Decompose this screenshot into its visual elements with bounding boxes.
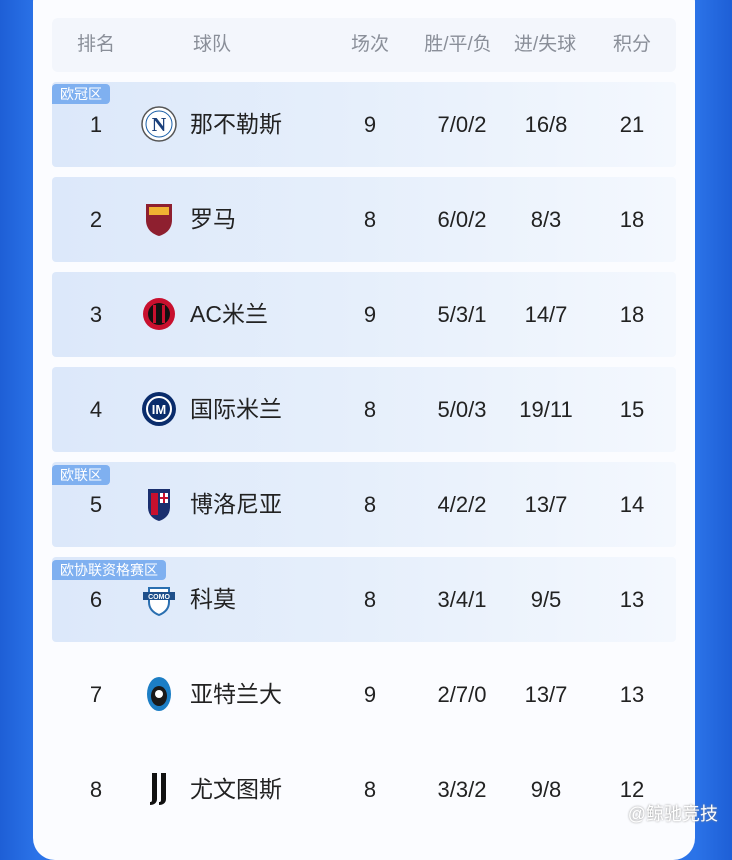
points: 13 <box>619 682 645 707</box>
table-row[interactable]: 4 IM 国际米兰 8 5/0/3 19/11 15 <box>52 367 676 452</box>
svg-text:N: N <box>152 114 167 136</box>
goals: 13/7 <box>524 492 568 517</box>
played: 8 <box>363 492 377 517</box>
points: 13 <box>619 587 645 612</box>
header-team: 球队 <box>192 34 232 55</box>
wdl: 7/0/2 <box>437 112 487 137</box>
svg-text:IM: IM <box>152 402 166 417</box>
header-goals: 进/失球 <box>513 34 577 55</box>
wdl: 3/4/1 <box>437 587 487 612</box>
wdl: 3/3/2 <box>437 777 487 802</box>
rank: 7 <box>89 682 103 707</box>
wdl: 5/0/3 <box>437 397 487 422</box>
rank: 8 <box>89 777 103 802</box>
header-rank: 排名 <box>76 34 116 55</box>
wdl: 6/0/2 <box>437 207 487 232</box>
played: 8 <box>363 207 377 232</box>
atalanta-logo-icon <box>147 677 171 711</box>
team-name[interactable]: AC米兰 <box>190 301 268 327</box>
goals: 9/5 <box>530 587 562 612</box>
points: 18 <box>619 207 645 232</box>
goals: 9/8 <box>530 777 562 802</box>
napoli-logo-icon: N <box>141 106 177 142</box>
wdl: 5/3/1 <box>437 302 487 327</box>
table-row[interactable]: 8 尤文图斯 8 3/3/2 9/8 12 <box>52 747 676 832</box>
team-name[interactable]: 亚特兰大 <box>190 681 282 707</box>
team-name[interactable]: 尤文图斯 <box>190 776 282 802</box>
played: 8 <box>363 397 377 422</box>
rank: 4 <box>89 397 103 422</box>
header-points: 积分 <box>612 34 652 55</box>
zone-tag-ucl: 欧冠区 <box>52 84 110 104</box>
team-name[interactable]: 科莫 <box>190 586 236 612</box>
team-name[interactable]: 那不勒斯 <box>190 111 282 137</box>
header-played: 场次 <box>350 34 390 55</box>
rank: 3 <box>89 302 103 327</box>
table-header: 排名 球队 场次 胜/平/负 进/失球 积分 <box>52 18 676 72</box>
como-logo-icon: COMO <box>143 587 175 617</box>
goals: 8/3 <box>530 207 562 232</box>
points: 21 <box>619 112 645 137</box>
rank: 2 <box>89 207 103 232</box>
rank: 1 <box>89 112 103 137</box>
juventus-logo-icon <box>150 773 166 805</box>
roma-logo-icon <box>146 204 172 236</box>
table-row[interactable]: 3 AC米兰 9 5/3/1 14/7 18 <box>52 272 676 357</box>
table-row[interactable]: 5 博洛尼亚 8 4/2/2 13/7 14 <box>52 462 676 547</box>
goals: 16/8 <box>524 112 568 137</box>
team-name[interactable]: 罗马 <box>190 206 236 232</box>
rank: 5 <box>89 492 103 517</box>
svg-text:COMO: COMO <box>148 594 170 601</box>
bologna-logo-icon <box>148 489 170 521</box>
zone-tag-uel: 欧联区 <box>52 465 110 485</box>
table-row[interactable]: 7 亚特兰大 9 2/7/0 13/7 13 <box>52 652 676 737</box>
milan-logo-icon <box>143 298 175 330</box>
watermark: @鲸驰竞技 <box>627 804 718 824</box>
zone-tag-uecl: 欧协联资格赛区 <box>52 560 166 580</box>
team-name[interactable]: 博洛尼亚 <box>190 491 282 517</box>
played: 8 <box>363 587 377 612</box>
played: 9 <box>363 112 377 137</box>
wdl: 4/2/2 <box>437 492 487 517</box>
team-name[interactable]: 国际米兰 <box>190 396 282 422</box>
played: 9 <box>363 682 377 707</box>
points: 18 <box>619 302 645 327</box>
points: 15 <box>619 397 645 422</box>
rank: 6 <box>89 587 103 612</box>
header-wdl: 胜/平/负 <box>424 34 492 55</box>
points: 12 <box>619 777 645 802</box>
played: 8 <box>363 777 377 802</box>
goals: 19/11 <box>519 397 573 422</box>
points: 14 <box>619 492 645 517</box>
goals: 13/7 <box>524 682 568 707</box>
inter-logo-icon: IM <box>142 392 176 426</box>
played: 9 <box>363 302 377 327</box>
goals: 14/7 <box>524 302 568 327</box>
table-row[interactable]: 2 罗马 8 6/0/2 8/3 18 <box>52 177 676 262</box>
wdl: 2/7/0 <box>437 682 487 707</box>
table-row[interactable]: 1 N 那不勒斯 9 7/0/2 16/8 21 <box>52 82 676 167</box>
